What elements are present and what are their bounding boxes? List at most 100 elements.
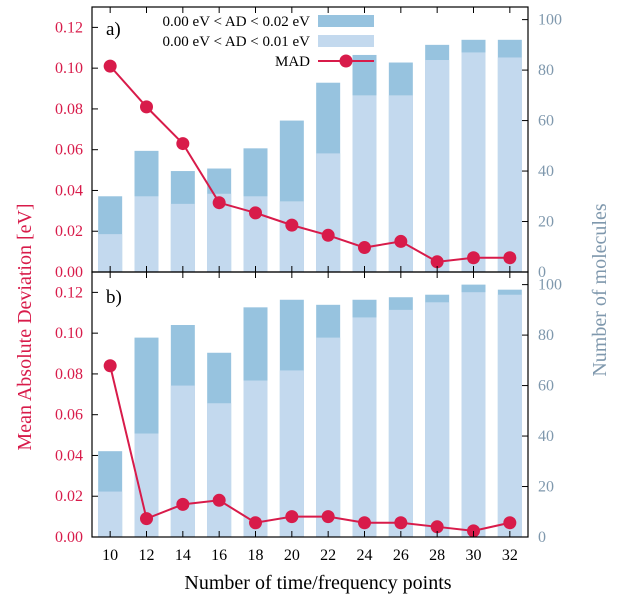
bar-a-ad-lt-001 (461, 52, 486, 272)
y-axis-title-right: Number of molecules (589, 203, 611, 376)
x-tick-label: 12 (139, 547, 155, 564)
left-tick-label: 0.10 (55, 60, 83, 77)
panel-b-bars (98, 284, 522, 537)
left-tick-label: 0.02 (55, 488, 83, 505)
bar-a-ad-lt-001 (134, 196, 159, 272)
bar-b-ad-lt-001 (352, 317, 377, 537)
mad-point-b (467, 524, 480, 538)
mad-point-b (176, 497, 190, 511)
mad-point-a (430, 255, 444, 269)
mad-point-a (358, 241, 371, 255)
y-axis-title-left: Mean Absolute Deviation [eV] (14, 203, 36, 450)
left-tick-label: 0.12 (55, 284, 83, 301)
bar-a-ad-lt-001 (425, 60, 450, 272)
panel-a-bars (98, 39, 522, 273)
mad-point-b (358, 516, 371, 530)
left-tick-label: 0.00 (55, 529, 83, 546)
x-tick-label: 22 (320, 547, 336, 564)
right-tick-label: 20 (538, 214, 554, 231)
left-tick-label: 0.06 (55, 142, 83, 159)
right-tick-label: 40 (538, 163, 554, 180)
left-tick-label: 0.08 (55, 101, 83, 118)
right-tick-label: 100 (538, 277, 562, 294)
legend-label-ad-002: 0.00 eV < AD < 0.02 eV (163, 14, 311, 30)
legend-label-ad-001: 0.00 eV < AD < 0.01 eV (163, 34, 311, 50)
mad-point-b (249, 516, 262, 530)
x-tick-label: 16 (211, 547, 227, 564)
mad-point-b (285, 510, 299, 524)
panel-b-left-ticks: 0.00 0.02 0.04 0.06 0.08 0.10 0.12 (55, 272, 511, 546)
legend-swatch-ad-001 (318, 35, 374, 47)
bar-b-ad-lt-001 (170, 385, 195, 537)
right-tick-label: 40 (538, 428, 554, 445)
mad-point-a (176, 137, 190, 151)
bar-b-ad-lt-001 (243, 380, 268, 537)
x-tick-label: 14 (175, 547, 191, 564)
x-tick-label: 32 (502, 547, 518, 564)
panel-b-frame (91, 271, 529, 538)
left-tick-label: 0.08 (55, 366, 83, 383)
x-tick-label: 28 (429, 547, 445, 564)
x-tick-label: 18 (248, 547, 264, 564)
x-tick-labels: 10 12 14 16 18 20 22 24 26 28 30 32 (102, 547, 518, 564)
mad-point-a (212, 196, 226, 210)
bar-b-ad-lt-001 (425, 302, 450, 537)
x-axis-title: Number of time/frequency points (184, 572, 451, 594)
legend-label-mad: MAD (275, 54, 310, 70)
bar-a-ad-lt-001 (98, 234, 123, 272)
mad-point-a (503, 251, 517, 265)
legend-swatch-ad-002 (318, 15, 374, 27)
bar-b-ad-lt-001 (388, 309, 413, 537)
right-tick-label: 0 (538, 529, 546, 546)
panel-b-label: b) (106, 287, 122, 308)
mad-point-b (321, 510, 335, 524)
left-tick-label: 0.10 (55, 325, 83, 342)
x-tick-label: 30 (466, 547, 482, 564)
right-tick-label: 100 (538, 12, 562, 29)
mad-point-b (140, 512, 153, 526)
right-tick-label: 20 (538, 479, 554, 496)
bar-a-ad-lt-001 (497, 57, 522, 272)
panel-a-left-ticks: 0.00 0.02 0.04 0.06 0.08 0.10 0.12 (55, 7, 511, 281)
legend: 0.00 eV < AD < 0.02 eV 0.00 eV < AD < 0.… (163, 14, 374, 70)
x-tick-label: 10 (102, 547, 118, 564)
panel-b-mad-series (103, 359, 517, 538)
left-tick-label: 0.00 (55, 264, 83, 281)
bar-b-ad-lt-001 (497, 294, 522, 537)
mad-point-a (467, 251, 480, 265)
mad-point-b (430, 520, 444, 534)
panel-a: 0.00 0.02 0.04 0.06 0.08 0.10 0.12 0 20 40 60 80 10… (55, 6, 562, 281)
mad-point-a (103, 59, 117, 73)
x-tick-label: 26 (393, 547, 409, 564)
x-tick-label: 20 (284, 547, 300, 564)
mad-point-b (394, 516, 408, 530)
legend-marker-mad (339, 54, 353, 68)
bar-a-ad-lt-001 (316, 153, 341, 272)
mad-point-a (249, 206, 262, 220)
mad-point-a (285, 218, 299, 232)
mad-point-b (503, 516, 517, 530)
bar-a-ad-lt-001 (279, 201, 304, 272)
panel-a-label: a) (106, 19, 121, 40)
panel-a-right-ticks: 0 20 40 60 80 100 (522, 12, 562, 281)
right-tick-label: 60 (538, 378, 554, 395)
panel-b: 0.00 0.02 0.04 0.06 0.08 0.10 0.12 0 20 40 60 80 10… (55, 271, 562, 546)
bar-b-ad-lt-001 (316, 337, 341, 537)
mad-line-b (109, 365, 511, 532)
bar-b-ad-lt-001 (207, 403, 232, 537)
mad-point-b (103, 359, 117, 373)
x-tick-label: 24 (357, 547, 373, 564)
panel-b-right-ticks: 0 20 40 60 80 100 (522, 277, 562, 546)
mad-point-a (321, 228, 335, 242)
left-tick-label: 0.02 (55, 223, 83, 240)
left-tick-label: 0.04 (55, 182, 83, 199)
left-tick-label: 0.04 (55, 447, 83, 464)
left-tick-label: 0.12 (55, 19, 83, 36)
mad-line-a (109, 65, 510, 263)
bar-b-ad-lt-001 (461, 292, 486, 537)
panel-a-mad-series (103, 59, 517, 269)
right-tick-label: 80 (538, 327, 554, 344)
bar-b-ad-lt-001 (98, 491, 123, 537)
right-tick-label: 60 (538, 113, 554, 130)
